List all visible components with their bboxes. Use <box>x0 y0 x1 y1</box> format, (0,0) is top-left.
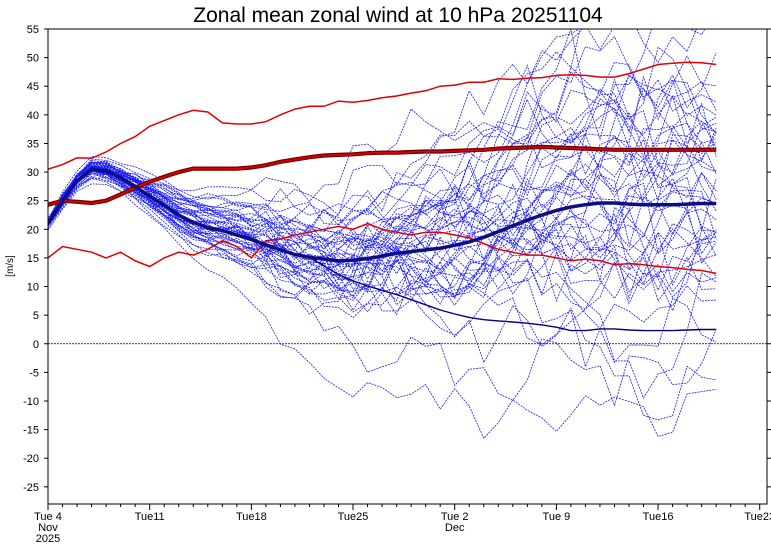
climatology-mean-line <box>48 146 717 206</box>
y-tick-label: 45 <box>27 81 39 93</box>
ensemble-member-line <box>48 168 717 300</box>
ensemble-member-line <box>48 120 717 260</box>
y-tick-label: -10 <box>23 396 39 408</box>
x-tick-label: Tue16 <box>643 511 674 523</box>
main-series <box>48 61 717 332</box>
ensemble-member-line <box>48 95 717 294</box>
ensemble-mean-line <box>48 167 717 263</box>
y-axis-label: [m/s] <box>5 255 16 277</box>
x-tick-label: Tue 2 Dec <box>441 511 469 534</box>
ensemble-member-line <box>48 29 698 250</box>
ensemble-member-line <box>48 166 717 248</box>
ensemble-member-line <box>48 171 717 306</box>
ensemble-members <box>48 29 717 440</box>
x-tick-label: Tue23 <box>744 511 771 523</box>
ensemble-member-line <box>48 73 717 252</box>
ensemble-member-line <box>48 29 652 220</box>
y-tick-label: 35 <box>27 138 39 150</box>
ensemble-member-line <box>48 173 717 330</box>
y-tick-label: 55 <box>27 24 39 36</box>
ensemble-member-line <box>48 168 717 316</box>
y-tick-label: 15 <box>27 253 39 265</box>
x-tick-label: Tue 4 Nov 2025 <box>34 511 62 545</box>
x-tick-label: Tue 9 <box>543 511 571 523</box>
ensemble-member-line <box>48 55 717 272</box>
ensemble-member-line <box>48 168 717 303</box>
x-tick-label: Tue25 <box>338 511 369 523</box>
climatology-lower-line <box>48 222 717 275</box>
y-tick-label: -15 <box>23 425 39 437</box>
ensemble-member-line <box>48 36 717 247</box>
ensemble-member-line <box>48 176 717 312</box>
y-tick-label: 20 <box>27 224 39 236</box>
ensemble-member-line <box>48 29 614 225</box>
ensemble-member-line <box>48 134 717 275</box>
y-tick-label: 30 <box>27 167 39 179</box>
axes: -25 -20 -15 -10 -5 0 5 10 15 20 25 30 35 40 45 50 55 Tue … <box>23 24 771 545</box>
ensemble-member-line <box>48 135 717 311</box>
ensemble-member-line <box>48 64 717 233</box>
ensemble-member-line <box>48 52 717 221</box>
ensemble-member-line <box>48 173 717 298</box>
ensemble-member-line <box>48 171 717 269</box>
y-tick-label: 5 <box>33 310 39 322</box>
y-tick-label: -25 <box>23 482 39 494</box>
ensemble-member-line <box>48 111 717 300</box>
x-tick-label: Tue18 <box>236 511 267 523</box>
ensemble-member-line <box>48 163 717 273</box>
ensemble-member-line <box>48 166 717 293</box>
ensemble-member-line <box>48 177 717 369</box>
y-tick-label: 25 <box>27 196 39 208</box>
ensemble-member-line <box>48 168 717 305</box>
ensemble-member-line <box>48 176 717 407</box>
ensemble-member-line <box>48 29 717 242</box>
x-tick-label: Tue11 <box>135 511 165 523</box>
chart-title: Zonal mean zonal wind at 10 hPa 20251104 <box>193 4 603 27</box>
plot-frame <box>47 28 768 505</box>
ensemble-member-line <box>48 169 717 310</box>
climatology-upper-line <box>48 61 717 170</box>
y-tick-label: -20 <box>23 453 39 465</box>
y-tick-label: -5 <box>29 367 39 379</box>
ensemble-member-line <box>48 165 717 319</box>
ensemble-member-line <box>48 172 717 421</box>
y-tick-label: 50 <box>27 53 39 65</box>
y-tick-label: 0 <box>33 339 39 351</box>
y-tick-label: 10 <box>27 282 39 294</box>
y-tick-label: 40 <box>27 110 39 122</box>
